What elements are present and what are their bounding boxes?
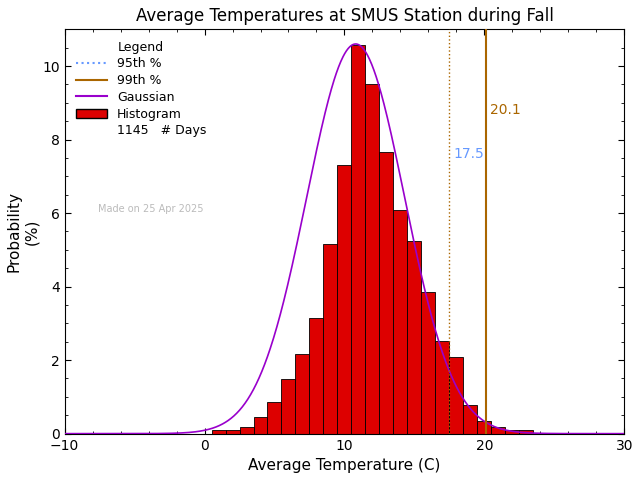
Bar xyxy=(225,431,239,433)
Text: 17.5: 17.5 xyxy=(454,147,484,161)
Bar xyxy=(253,418,268,433)
Bar xyxy=(337,165,351,433)
Bar xyxy=(239,427,253,433)
Bar xyxy=(421,292,435,433)
Bar xyxy=(492,427,506,433)
X-axis label: Average Temperature (C): Average Temperature (C) xyxy=(248,458,441,473)
Bar xyxy=(351,45,365,433)
Y-axis label: Probability
(%): Probability (%) xyxy=(7,191,39,272)
Text: Made on 25 Apr 2025: Made on 25 Apr 2025 xyxy=(98,204,204,214)
Bar xyxy=(463,405,477,433)
Title: Average Temperatures at SMUS Station during Fall: Average Temperatures at SMUS Station dur… xyxy=(136,7,554,25)
Bar xyxy=(212,431,225,433)
Bar xyxy=(296,353,310,433)
Bar xyxy=(408,241,421,433)
Bar xyxy=(435,341,449,433)
Legend: 95th %, 99th %, Gaussian, Histogram, 1145   # Days: 95th %, 99th %, Gaussian, Histogram, 114… xyxy=(71,36,211,142)
Bar xyxy=(365,84,380,433)
Bar xyxy=(449,357,463,433)
Bar xyxy=(520,431,533,433)
Bar xyxy=(506,431,520,433)
Text: 20.1: 20.1 xyxy=(490,103,521,117)
Bar xyxy=(380,153,394,433)
Bar xyxy=(477,421,492,433)
Bar xyxy=(282,379,296,433)
Bar xyxy=(394,210,408,433)
Bar xyxy=(310,318,323,433)
Bar xyxy=(323,244,337,433)
Bar xyxy=(268,402,282,433)
